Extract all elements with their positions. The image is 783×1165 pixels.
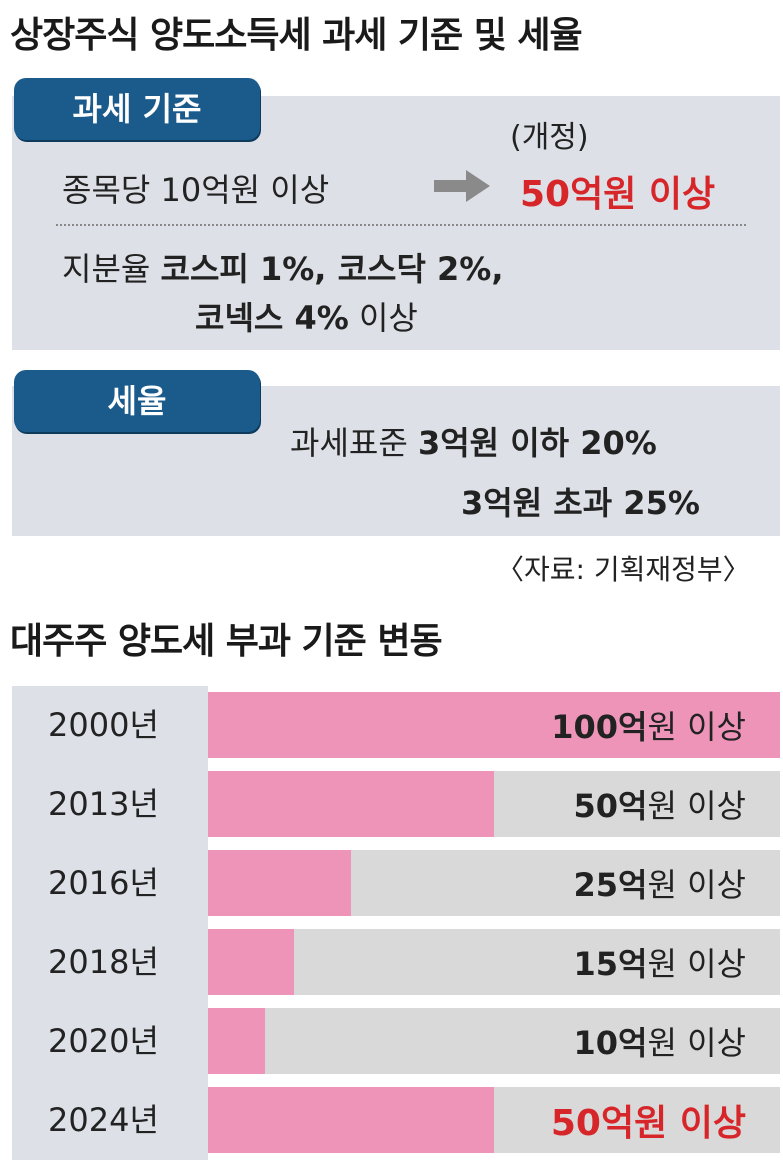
bar-value-unit: 원 이상 (647, 708, 747, 746)
right-arrow-icon (434, 170, 490, 202)
bar-value-label: 100억 원 이상 (551, 692, 746, 758)
bar-track: 15억 원 이상 (208, 929, 780, 995)
bar-value-number: 50억원 이상 (550, 1103, 746, 1144)
share-suffix: 이상 (348, 299, 418, 337)
bar-value-label: 10억 원 이상 (574, 1008, 746, 1074)
share-line-2: 코넥스 4% 이상 (195, 293, 418, 339)
bar-track: 100억 원 이상 (208, 692, 780, 758)
bar-fill (208, 1008, 266, 1074)
bar-value-number: 100억 (551, 708, 648, 746)
share-bold-2: 코넥스 4% (195, 299, 349, 337)
year-label: 2013년 (48, 785, 159, 823)
rate-bold-1: 3억원 이하 20% (417, 424, 657, 462)
share-line-1: 지분율 코스피 1%, 코스닥 2%, (62, 244, 504, 290)
year-label: 2024년 (48, 1101, 159, 1139)
revised-label: (개정) (510, 120, 589, 155)
bar-track: 50억원 이상 (208, 1087, 780, 1153)
bar-value-unit: 원 이상 (647, 945, 747, 983)
bar-value-number: 50억 (573, 787, 648, 825)
year-label: 2016년 (48, 864, 159, 902)
bar-fill (208, 850, 351, 916)
rate-badge: 세율 (14, 370, 260, 432)
share-bold-1: 코스피 1%, 코스닥 2%, (160, 250, 504, 288)
bar-track: 10억 원 이상 (208, 1008, 780, 1074)
dotted-divider (56, 224, 746, 226)
per-stock-new: 50억원 이상 (520, 174, 716, 215)
bar-value-number: 15억 (573, 945, 648, 983)
bar-fill (208, 771, 494, 837)
bar-value-label: 50억원 이상 (551, 1087, 746, 1153)
share-prefix: 지분율 (62, 250, 161, 288)
main-title: 상장주식 양도소득세 과세 기준 및 세율 (10, 15, 583, 56)
bar-track: 25억 원 이상 (208, 850, 780, 916)
year-label: 2020년 (48, 1022, 159, 1060)
rate-line-1: 과세표준 3억원 이하 20% (290, 418, 657, 464)
bar-fill (208, 692, 780, 758)
bar-value-label: 15억 원 이상 (574, 929, 746, 995)
bar-value-number: 25억 (573, 866, 648, 904)
bar-value-unit: 원 이상 (647, 787, 747, 825)
bar-fill (208, 1087, 494, 1153)
chart-title: 대주주 양도세 부과 기준 변동 (10, 621, 443, 662)
per-stock-old: 종목당 10억원 이상 (62, 171, 330, 209)
rate-line-2: 3억원 초과 25% (461, 484, 700, 522)
rate-prefix: 과세표준 (290, 424, 418, 462)
year-column (12, 686, 208, 1160)
year-label: 2018년 (48, 943, 159, 981)
bar-value-unit: 원 이상 (647, 1024, 747, 1062)
bar-value-number: 10억 (573, 1024, 648, 1062)
bar-fill (208, 929, 294, 995)
bar-value-label: 25억 원 이상 (574, 850, 746, 916)
year-label: 2000년 (48, 706, 159, 744)
bar-chart: 2000년 100억 원 이상 2013년 50억 원 이상 2016년 25억 원 이상 201… (12, 686, 780, 1160)
criteria-badge: 과세 기준 (14, 78, 260, 140)
bar-value-unit: 원 이상 (647, 866, 747, 904)
source-note: 〈자료: 기획재정부〉 (496, 553, 751, 586)
